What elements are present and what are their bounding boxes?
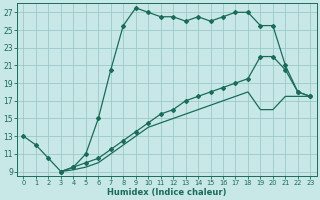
X-axis label: Humidex (Indice chaleur): Humidex (Indice chaleur): [107, 188, 227, 197]
